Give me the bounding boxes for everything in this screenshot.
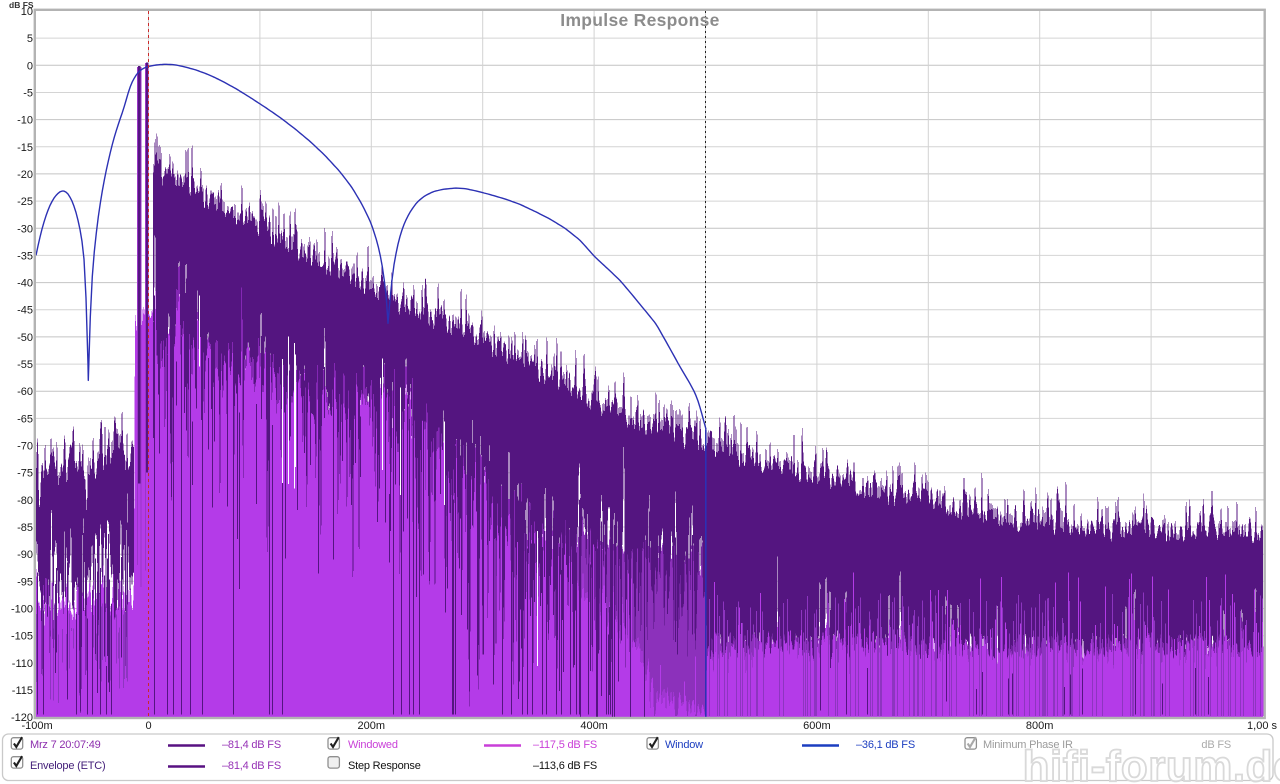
svg-text:-100: -100	[11, 604, 33, 616]
svg-text:–81,4 dB FS: –81,4 dB FS	[222, 739, 281, 751]
svg-text:-100m: -100m	[22, 720, 53, 732]
svg-text:-115: -115	[12, 685, 33, 697]
svg-text:5: 5	[27, 33, 33, 45]
svg-text:Window: Window	[665, 739, 703, 751]
svg-text:-80: -80	[17, 495, 33, 507]
svg-text:-40: -40	[17, 278, 33, 290]
svg-text:-10: -10	[17, 115, 33, 127]
svg-text:-50: -50	[17, 332, 33, 344]
svg-text:-60: -60	[17, 386, 33, 398]
svg-text:0: 0	[27, 60, 33, 72]
svg-text:1,00 s: 1,00 s	[1247, 720, 1277, 732]
svg-text:600m: 600m	[803, 720, 831, 732]
svg-text:–36,1 dB FS: –36,1 dB FS	[856, 739, 915, 751]
svg-text:200m: 200m	[358, 720, 386, 732]
svg-text:-35: -35	[17, 250, 33, 262]
svg-text:-95: -95	[17, 576, 33, 588]
svg-text:Step Response: Step Response	[348, 760, 421, 772]
svg-text:Windowed: Windowed	[348, 739, 398, 751]
svg-text:-25: -25	[17, 196, 33, 208]
svg-text:-120: -120	[11, 712, 33, 724]
svg-text:-55: -55	[17, 359, 33, 371]
svg-text:-90: -90	[17, 549, 33, 561]
svg-text:dB FS: dB FS	[9, 0, 34, 10]
svg-text:800m: 800m	[1026, 720, 1054, 732]
svg-text:0: 0	[145, 720, 151, 732]
svg-text:-75: -75	[17, 468, 33, 480]
svg-text:–81,4 dB FS: –81,4 dB FS	[222, 760, 281, 772]
svg-text:-30: -30	[17, 223, 33, 235]
svg-text:–113,6 dB FS: –113,6 dB FS	[533, 760, 597, 772]
svg-text:Envelope (ETC): Envelope (ETC)	[30, 760, 105, 772]
svg-text:-45: -45	[17, 305, 33, 317]
svg-text:400m: 400m	[580, 720, 608, 732]
svg-text:-65: -65	[17, 413, 33, 425]
svg-text:10: 10	[21, 6, 33, 18]
svg-text:-105: -105	[11, 631, 33, 643]
svg-text:Minimum Phase IR: Minimum Phase IR	[983, 739, 1073, 751]
svg-text:-15: -15	[17, 142, 33, 154]
svg-text:-70: -70	[17, 441, 33, 453]
svg-text:Mrz 7 20:07:49: Mrz 7 20:07:49	[30, 739, 101, 751]
svg-text:-20: -20	[17, 169, 33, 181]
svg-text:-85: -85	[17, 522, 33, 534]
svg-text:-110: -110	[12, 658, 33, 670]
svg-text:dB FS: dB FS	[1201, 739, 1231, 751]
svg-text:–117,5 dB FS: –117,5 dB FS	[533, 739, 597, 751]
svg-text:Impulse Response: Impulse Response	[560, 10, 719, 30]
svg-text:-5: -5	[23, 88, 33, 100]
